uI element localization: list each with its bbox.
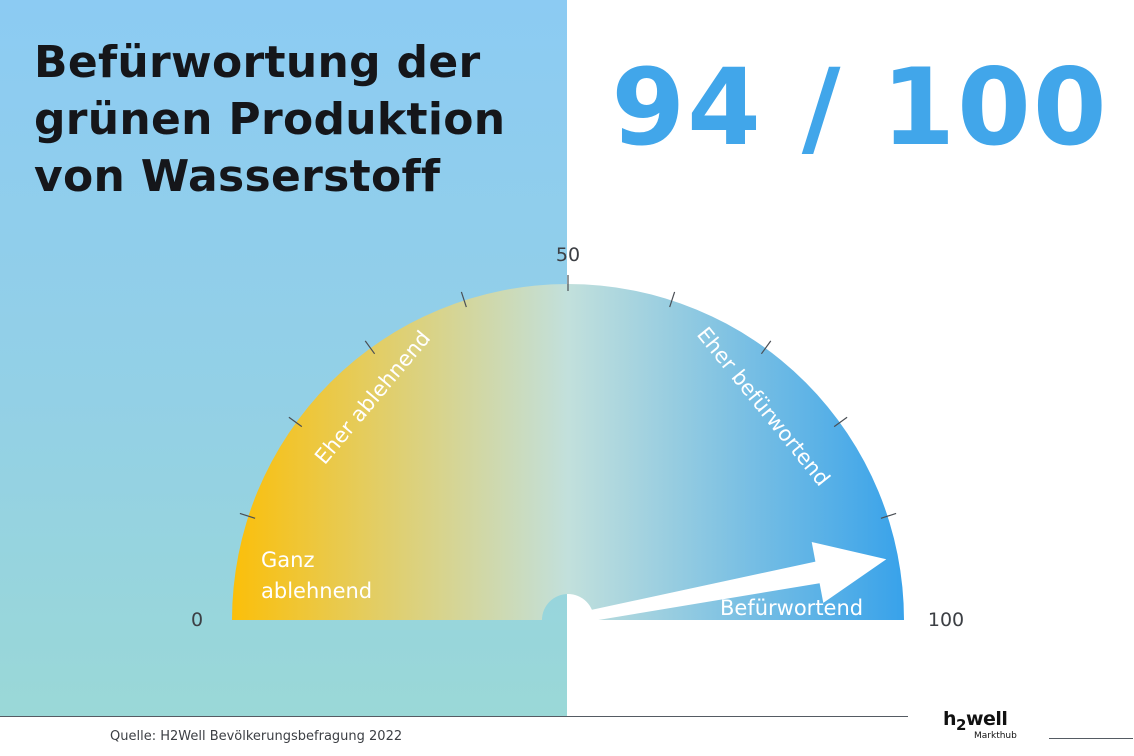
gauge-tick-60	[669, 291, 676, 308]
scale-label-mid: 50	[556, 244, 580, 266]
scale-label-max: 100	[928, 609, 964, 631]
logo-subtitle: Markthub	[974, 731, 1017, 741]
segment-label-ganz-ablehnend-line-2: ablehnend	[261, 579, 372, 603]
logo-wordmark: h2well	[943, 708, 1008, 734]
title-line-1: Befürwortung der	[34, 37, 481, 88]
score-readout: 94 / 100	[611, 46, 1109, 169]
gauge-arc	[232, 284, 904, 620]
gauge-tick-90	[880, 512, 897, 519]
source-note: Quelle: H2Well Bevölkerungsbefragung 202…	[110, 729, 403, 744]
gauge-ticks	[239, 275, 897, 519]
gauge-tick-30	[364, 340, 376, 355]
segment-label-befuerwortend: Befürwortend	[720, 596, 863, 620]
gauge-tick-20	[288, 416, 303, 428]
h2well-logo: h2well Markthub	[943, 708, 1033, 748]
segment-label-ganz-ablehnend-line-1: Ganz	[261, 548, 314, 572]
bottom-divider-line	[0, 716, 908, 717]
title-line-3: von Wasserstoff	[34, 151, 441, 202]
gauge-tick-70	[760, 340, 772, 355]
gauge-needle-arrow	[567, 542, 887, 625]
gauge-tick-10	[239, 512, 256, 519]
footer-rule	[1049, 738, 1133, 739]
chart-title: Befürwortung der grünen Produktion von W…	[34, 34, 554, 205]
gauge-tick-80	[833, 416, 848, 428]
scale-label-min: 0	[191, 609, 203, 631]
title-line-2: grünen Produktion	[34, 94, 506, 145]
gauge-tick-40	[460, 291, 467, 308]
